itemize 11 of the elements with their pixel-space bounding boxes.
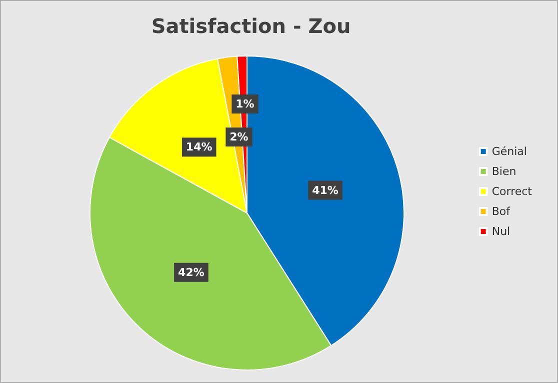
chart-title: Satisfaction - Zou xyxy=(151,14,351,38)
legend-label: Correct xyxy=(492,185,533,198)
data-label: 42% xyxy=(178,266,204,279)
legend-label: Bien xyxy=(492,165,516,178)
legend-label: Génial xyxy=(492,145,527,158)
data-label: 2% xyxy=(230,130,248,144)
legend-label: Bof xyxy=(492,205,512,218)
legend-label: Nul xyxy=(492,225,510,238)
data-label: 41% xyxy=(312,184,338,197)
data-label: 14% xyxy=(186,140,212,154)
data-label: 1% xyxy=(236,98,254,110)
